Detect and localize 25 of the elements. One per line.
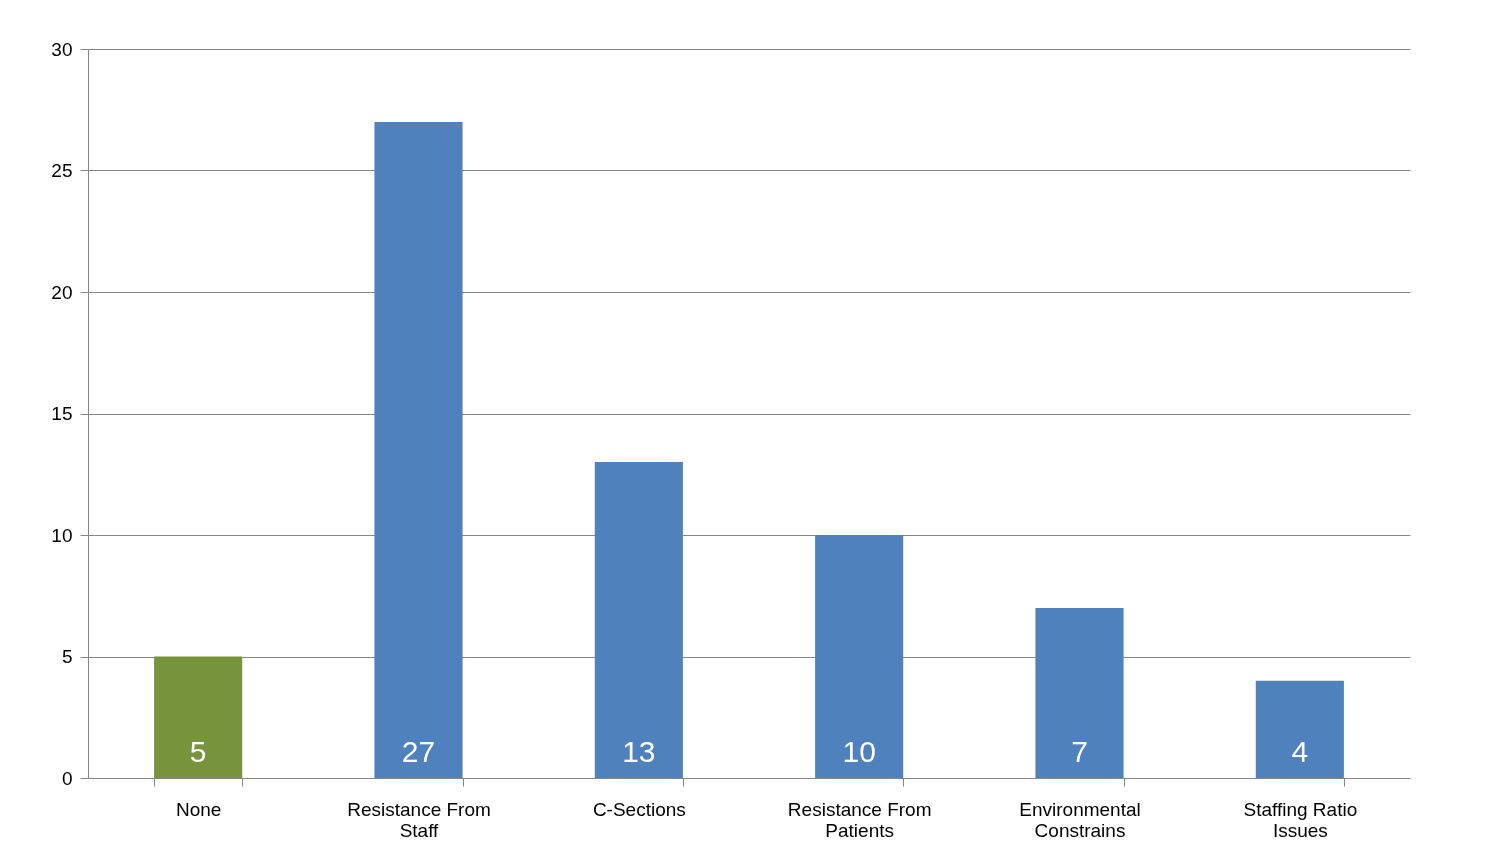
data-label: 27 <box>401 735 436 768</box>
data-label: 10 <box>842 735 876 768</box>
y-tick-label: 25 <box>51 160 73 181</box>
bar <box>1035 607 1124 778</box>
data-label: 13 <box>622 735 656 768</box>
x-tick-label: Resistance From Staff <box>347 798 491 841</box>
x-tick-label: None <box>175 798 222 820</box>
bar <box>815 535 904 778</box>
y-tick-label: 15 <box>51 403 73 424</box>
bar <box>1255 680 1344 778</box>
x-tick-label: Environmental Constrains <box>1019 798 1141 841</box>
data-label: 4 <box>1291 735 1309 768</box>
data-label: 7 <box>1071 735 1088 768</box>
data-label: 5 <box>189 735 207 768</box>
y-tick-label: 5 <box>61 646 73 667</box>
x-tick-label: Staffing Ratio Issues <box>1243 798 1358 841</box>
x-tick-label: C-Sections <box>592 798 686 820</box>
y-tick-label: 20 <box>51 281 73 303</box>
x-tick-label: Resistance From Patients <box>787 798 932 841</box>
bar <box>154 656 243 778</box>
y-tick-label: 10 <box>51 524 73 546</box>
bar <box>374 121 463 778</box>
y-tick-label: 0 <box>61 767 73 789</box>
bar <box>594 462 683 778</box>
y-tick-label: 30 <box>51 38 73 60</box>
